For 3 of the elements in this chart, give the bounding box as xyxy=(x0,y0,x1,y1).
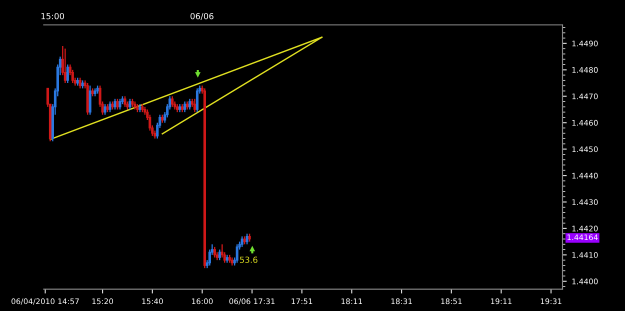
text: 06/06 xyxy=(190,12,214,20)
text: 15:00 xyxy=(41,12,64,20)
annotation: 53.6 xyxy=(240,256,258,263)
